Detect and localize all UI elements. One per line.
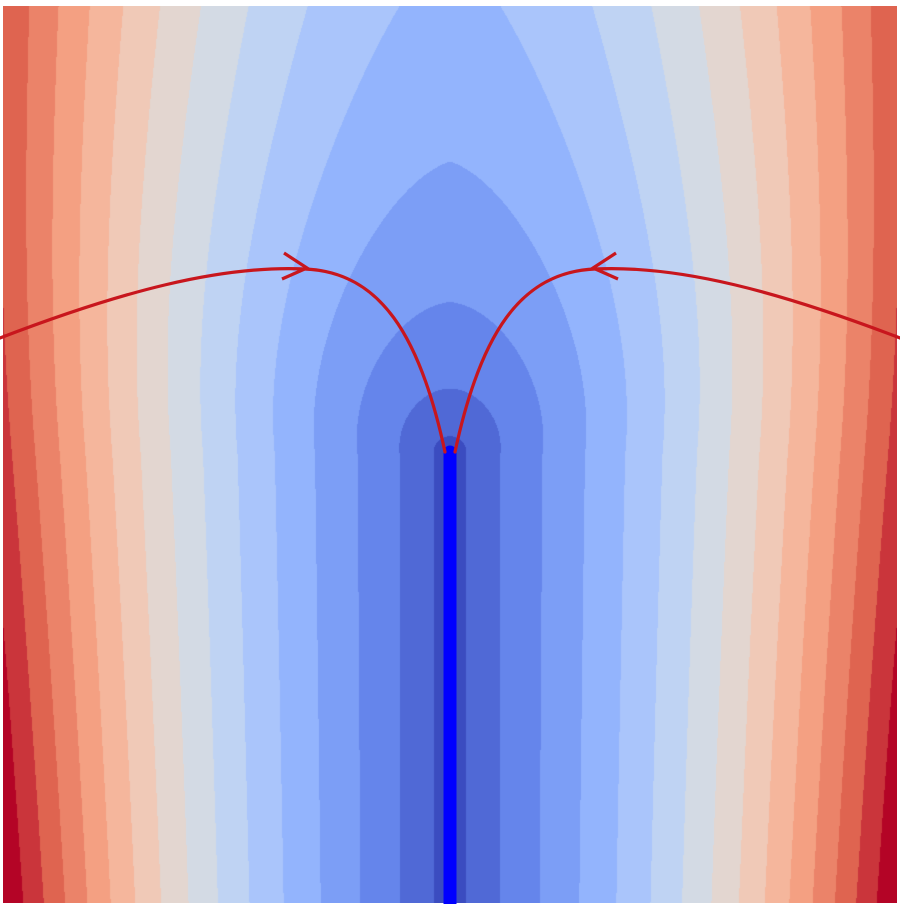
arrowhead-right [589, 251, 619, 281]
arrowhead-left [281, 251, 311, 281]
branch-point [443, 445, 457, 459]
trajectory-left [0, 267, 447, 454]
trajectory-right [453, 267, 900, 454]
